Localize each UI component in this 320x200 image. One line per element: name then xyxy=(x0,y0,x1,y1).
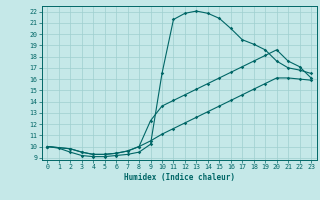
X-axis label: Humidex (Indice chaleur): Humidex (Indice chaleur) xyxy=(124,173,235,182)
